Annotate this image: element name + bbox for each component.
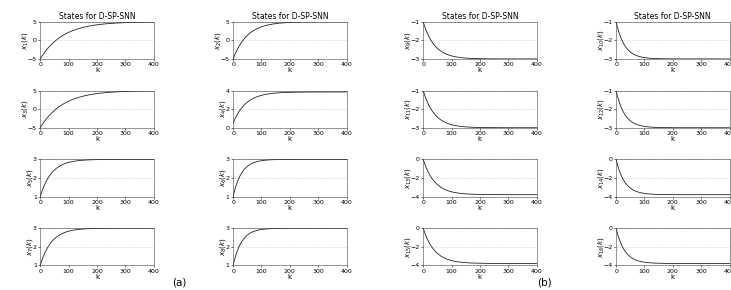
Text: (b): (b) xyxy=(537,277,552,287)
Y-axis label: $x_{15}(k)$: $x_{15}(k)$ xyxy=(403,236,413,258)
Y-axis label: $x_{3}(k)$: $x_{3}(k)$ xyxy=(20,100,30,118)
Y-axis label: $x_{11}(k)$: $x_{11}(k)$ xyxy=(403,98,413,120)
X-axis label: k: k xyxy=(478,136,482,142)
X-axis label: k: k xyxy=(671,67,675,73)
Y-axis label: $x_{10}(k)$: $x_{10}(k)$ xyxy=(596,30,605,51)
Y-axis label: $x_{9}(k)$: $x_{9}(k)$ xyxy=(403,31,413,50)
X-axis label: k: k xyxy=(95,274,99,280)
Y-axis label: $x_{13}(k)$: $x_{13}(k)$ xyxy=(403,167,413,189)
Title: States for D-SP-SNN: States for D-SP-SNN xyxy=(635,12,711,21)
Title: States for D-SP-SNN: States for D-SP-SNN xyxy=(442,12,518,21)
X-axis label: k: k xyxy=(478,274,482,280)
X-axis label: k: k xyxy=(671,205,675,211)
X-axis label: k: k xyxy=(671,136,675,142)
Y-axis label: $x_{16}(k)$: $x_{16}(k)$ xyxy=(596,236,605,258)
X-axis label: k: k xyxy=(288,136,292,142)
Y-axis label: $x_{14}(k)$: $x_{14}(k)$ xyxy=(596,167,605,189)
Text: (a): (a) xyxy=(172,277,186,287)
Title: States for D-SP-SNN: States for D-SP-SNN xyxy=(58,12,135,21)
Y-axis label: $x_{8}(k)$: $x_{8}(k)$ xyxy=(218,238,228,256)
Title: States for D-SP-SNN: States for D-SP-SNN xyxy=(251,12,328,21)
X-axis label: k: k xyxy=(478,205,482,211)
X-axis label: k: k xyxy=(95,205,99,211)
Y-axis label: $x_{1}(k)$: $x_{1}(k)$ xyxy=(20,31,30,50)
Y-axis label: $x_{7}(k)$: $x_{7}(k)$ xyxy=(25,238,35,256)
X-axis label: k: k xyxy=(95,136,99,142)
X-axis label: k: k xyxy=(95,67,99,73)
X-axis label: k: k xyxy=(288,205,292,211)
Y-axis label: $x_{2}(k)$: $x_{2}(k)$ xyxy=(213,31,223,50)
Y-axis label: $x_{4}(k)$: $x_{4}(k)$ xyxy=(218,100,228,118)
Y-axis label: $x_{6}(k)$: $x_{6}(k)$ xyxy=(218,169,228,187)
X-axis label: k: k xyxy=(288,274,292,280)
X-axis label: k: k xyxy=(671,274,675,280)
Y-axis label: $x_{12}(k)$: $x_{12}(k)$ xyxy=(596,98,605,120)
Y-axis label: $x_{5}(k)$: $x_{5}(k)$ xyxy=(25,169,35,187)
X-axis label: k: k xyxy=(288,67,292,73)
X-axis label: k: k xyxy=(478,67,482,73)
